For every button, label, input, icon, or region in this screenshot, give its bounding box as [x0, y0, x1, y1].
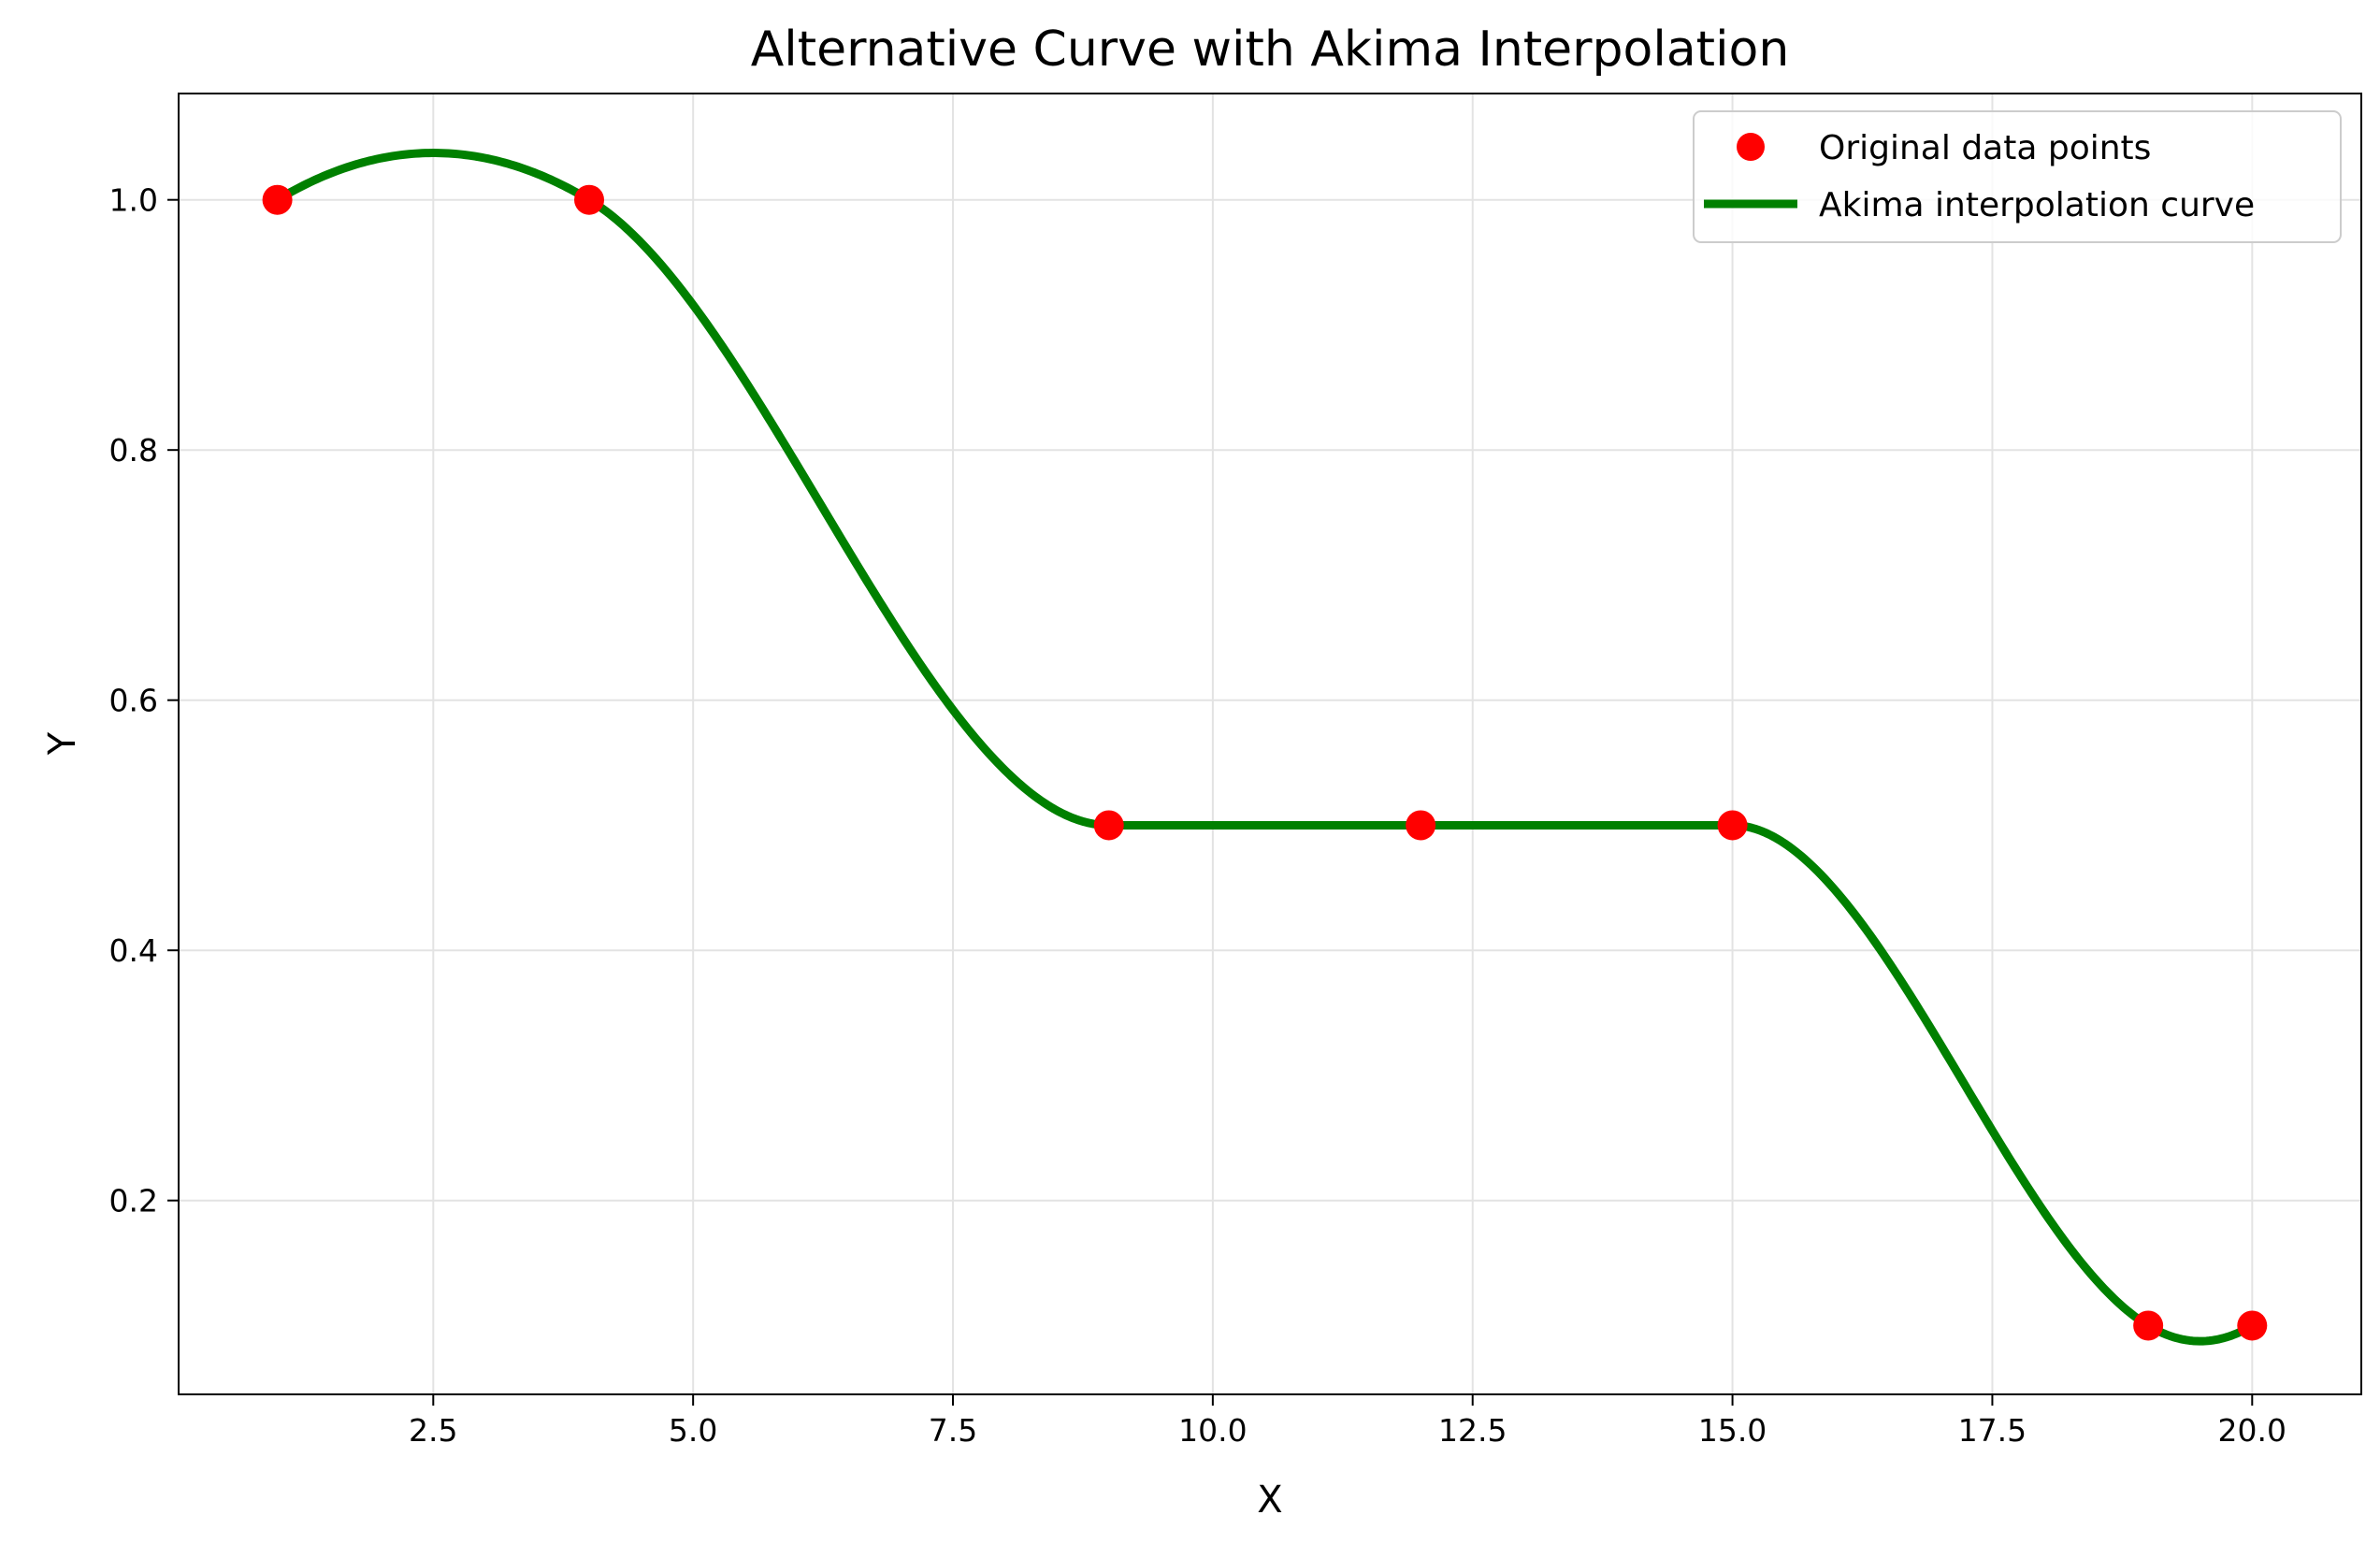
x-axis-label: X: [1257, 1479, 1282, 1522]
legend-marker-points: [1737, 133, 1765, 161]
x-tick-label: 2.5: [409, 1412, 457, 1449]
legend-box: [1693, 110, 2342, 243]
x-tick-label: 5.0: [669, 1412, 717, 1449]
x-axis-ticks: 2.5 5.0 7.5 10.0 12.5 15.0 17.5 20.0: [409, 1394, 2286, 1449]
grid: [179, 94, 2361, 1394]
x-tick-label: 17.5: [1958, 1412, 2027, 1449]
legend-label-points: Original data points: [1819, 129, 2151, 167]
x-tick-label: 15.0: [1698, 1412, 1767, 1449]
akima-curve-line: [275, 149, 2255, 1346]
data-point: [1717, 810, 1748, 841]
data-point: [2133, 1310, 2164, 1341]
legend: Original data points Akima interpolation…: [1693, 110, 2342, 243]
plot-frame: [178, 93, 2362, 1395]
x-tick-label: 7.5: [929, 1412, 977, 1449]
data-point: [1406, 810, 1436, 841]
data-point: [574, 184, 605, 215]
y-axis-label: Y: [41, 731, 84, 756]
y-tick-label: 0.2: [109, 1183, 158, 1219]
x-tick-label: 12.5: [1438, 1412, 1507, 1449]
legend-label-curve: Akima interpolation curve: [1819, 186, 2255, 224]
data-point: [262, 184, 293, 215]
y-axis-ticks: 0.2 0.4 0.6 0.8 1.0: [109, 182, 179, 1219]
y-tick-label: 0.8: [109, 432, 158, 469]
y-tick-label: 0.4: [109, 932, 158, 969]
chart-title: Alternative Curve with Akima Interpolati…: [751, 22, 1790, 78]
x-tick-label: 10.0: [1178, 1412, 1247, 1449]
curve-layer: [275, 149, 2255, 1346]
y-tick-label: 1.0: [109, 182, 158, 219]
data-point: [1093, 810, 1124, 841]
y-tick-label: 0.6: [109, 683, 158, 719]
points-layer: [262, 184, 2268, 1341]
data-point: [2237, 1310, 2268, 1341]
x-tick-label: 20.0: [2218, 1412, 2286, 1449]
